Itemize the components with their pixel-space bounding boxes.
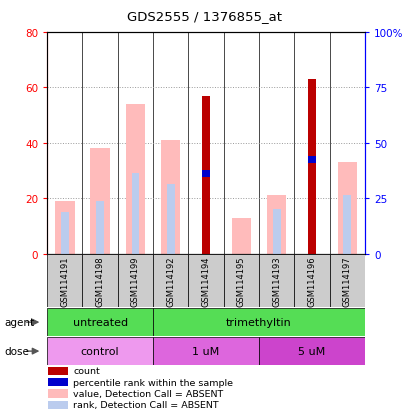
Bar [48, 378, 68, 386]
Text: agent: agent [4, 318, 34, 328]
Text: GSM114195: GSM114195 [236, 256, 245, 306]
Bar [48, 401, 68, 409]
Bar [153, 337, 258, 366]
Bar [342, 196, 350, 254]
Bar [188, 254, 223, 308]
Bar [231, 218, 250, 254]
Bar [266, 196, 285, 254]
Bar [153, 254, 188, 308]
Bar [96, 202, 104, 254]
Bar [153, 309, 364, 337]
Bar [329, 254, 364, 308]
Bar [161, 141, 180, 254]
Bar [90, 149, 110, 254]
Bar [202, 97, 209, 254]
Bar [272, 210, 280, 254]
Text: GSM114194: GSM114194 [201, 256, 210, 306]
Bar [258, 337, 364, 366]
Bar [166, 185, 174, 254]
Text: percentile rank within the sample: percentile rank within the sample [73, 377, 233, 387]
Text: GSM114192: GSM114192 [166, 256, 175, 306]
Bar [117, 254, 153, 308]
Text: dose: dose [4, 347, 29, 356]
Bar [131, 174, 139, 254]
Text: control: control [81, 347, 119, 356]
Bar [48, 389, 68, 398]
Bar [307, 80, 315, 254]
Text: GSM114197: GSM114197 [342, 256, 351, 306]
Bar [61, 213, 69, 254]
Bar [307, 157, 315, 164]
Bar [258, 254, 294, 308]
Bar [223, 254, 258, 308]
Text: GDS2555 / 1376855_at: GDS2555 / 1376855_at [127, 10, 282, 23]
Bar [82, 254, 117, 308]
Bar [55, 202, 74, 254]
Text: GSM114191: GSM114191 [60, 256, 69, 306]
Bar [126, 105, 145, 254]
Text: count: count [73, 366, 100, 375]
Text: GSM114196: GSM114196 [307, 256, 316, 306]
Text: untreated: untreated [72, 318, 127, 328]
Text: value, Detection Call = ABSENT: value, Detection Call = ABSENT [73, 389, 223, 398]
Text: rank, Detection Call = ABSENT: rank, Detection Call = ABSENT [73, 400, 218, 409]
Text: 1 uM: 1 uM [192, 347, 219, 356]
Text: GSM114198: GSM114198 [95, 256, 104, 306]
Text: 5 uM: 5 uM [298, 347, 325, 356]
Text: trimethyltin: trimethyltin [225, 318, 291, 328]
Text: GSM114193: GSM114193 [272, 256, 281, 306]
Bar [47, 254, 82, 308]
Bar [294, 254, 329, 308]
Text: GSM114199: GSM114199 [130, 256, 139, 306]
Bar [47, 309, 153, 337]
Bar [337, 163, 356, 254]
Bar [47, 337, 153, 366]
Bar [202, 171, 209, 177]
Bar [48, 367, 68, 375]
